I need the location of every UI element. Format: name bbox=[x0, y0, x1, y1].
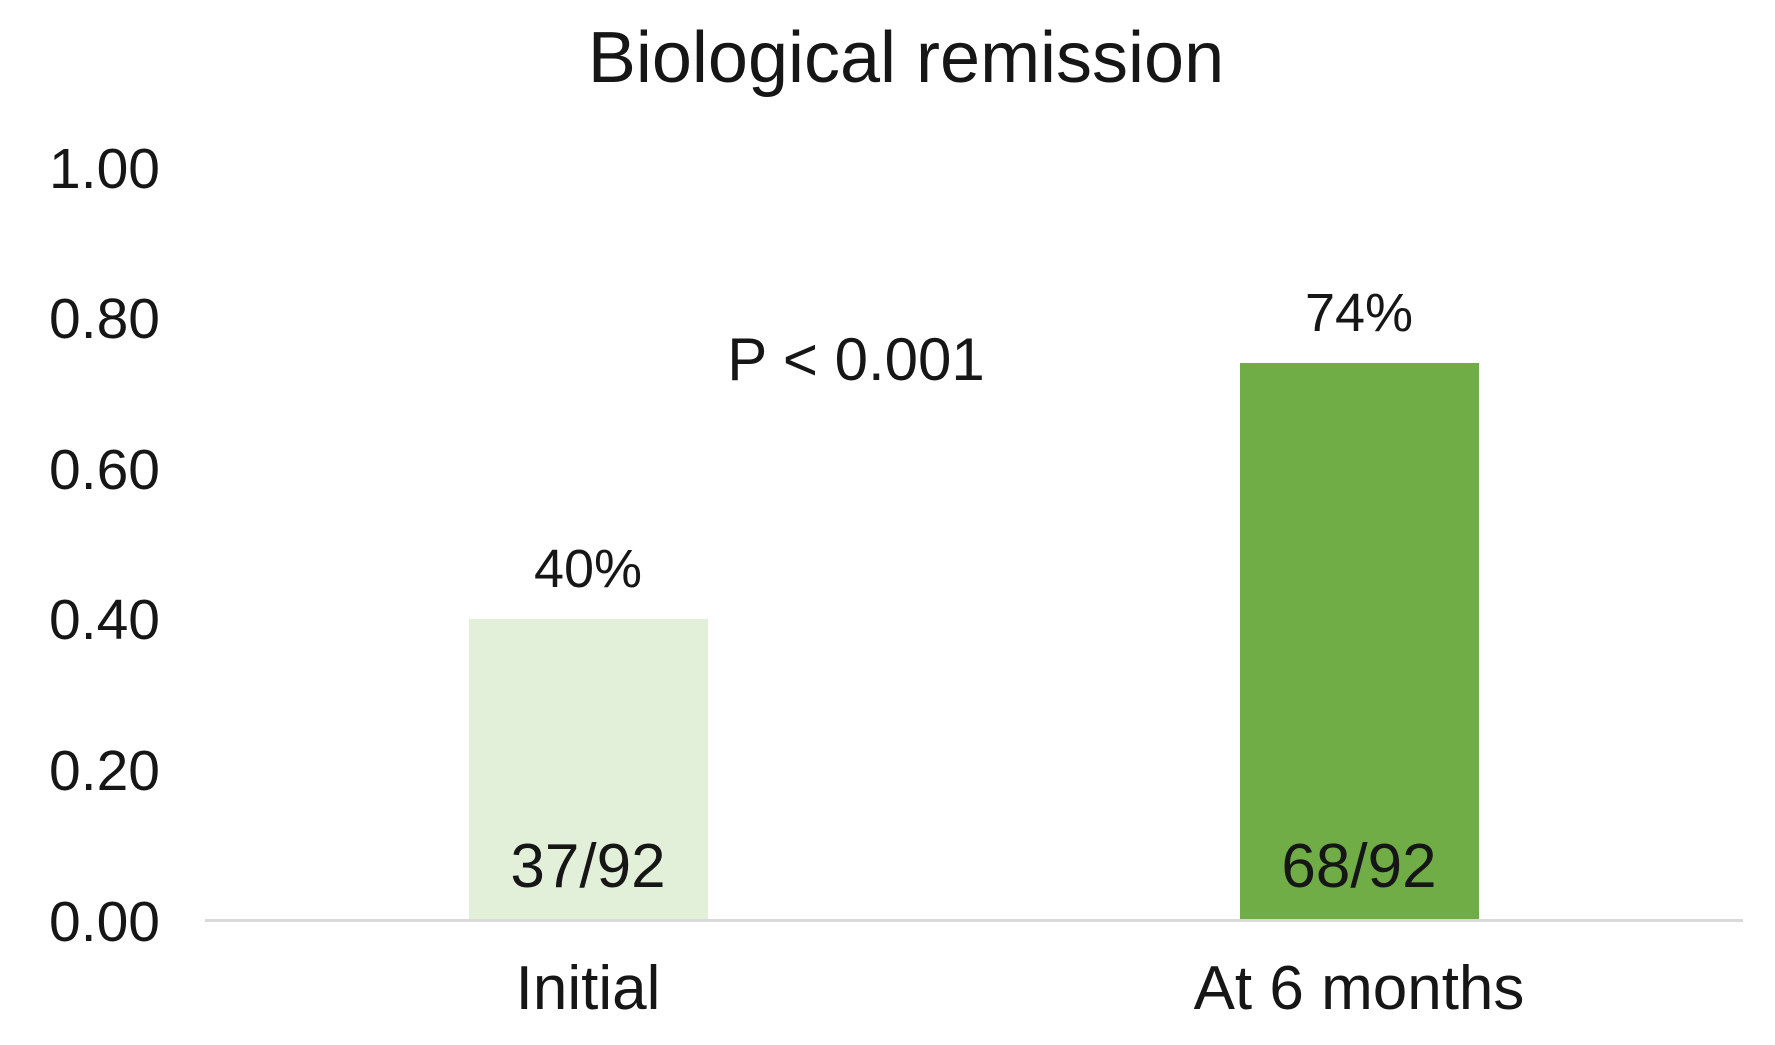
y-axis-tick-label: 0.20 bbox=[49, 738, 160, 803]
y-axis-tick-label: 1.00 bbox=[49, 136, 160, 201]
bar-value-label: 40% bbox=[533, 539, 643, 599]
y-axis-tick-label: 0.00 bbox=[49, 889, 160, 954]
y-axis-tick-label: 0.80 bbox=[49, 287, 160, 352]
bar-count-label: 68/92 bbox=[1281, 832, 1437, 901]
x-axis-label-initial: Initial bbox=[515, 954, 661, 1023]
bar-at-6-months bbox=[1239, 363, 1479, 920]
p-value-annotation: P < 0.001 bbox=[727, 326, 985, 393]
y-axis-tick-label: 0.40 bbox=[49, 588, 160, 653]
y-axis-tick-label: 0.60 bbox=[49, 437, 160, 502]
bar-value-label: 74% bbox=[1304, 283, 1414, 343]
x-axis-label-at-6-months: At 6 months bbox=[1193, 954, 1525, 1023]
bar-initial bbox=[468, 619, 708, 920]
x-axis-baseline bbox=[205, 919, 1743, 922]
chart-title: Biological remission bbox=[587, 18, 1225, 98]
bar-count-label: 37/92 bbox=[510, 832, 666, 901]
